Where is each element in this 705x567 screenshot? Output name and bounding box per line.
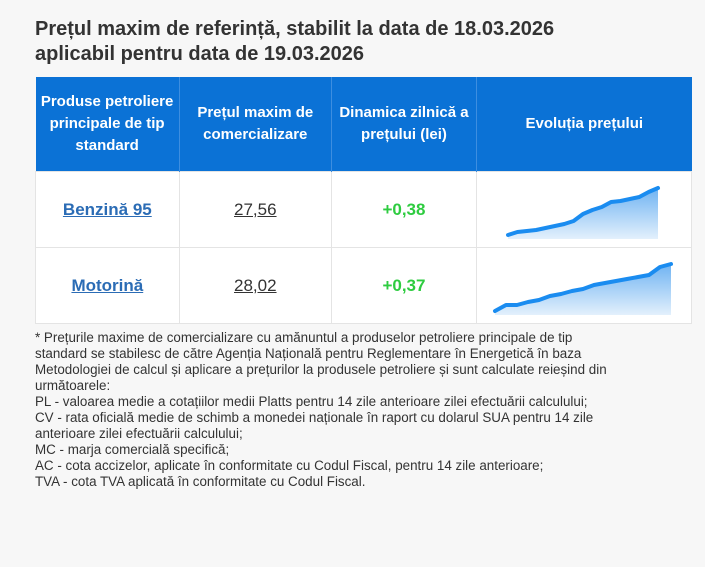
price: 27,56: [234, 199, 277, 219]
price-table: Produse petroliere principale de tip sta…: [35, 77, 692, 324]
footnote-line: * Prețurile maxime de comercializare cu …: [35, 330, 573, 345]
footnote-line: CV - rata oficială medie de schimb a mon…: [35, 410, 594, 425]
header-row: Produse petroliere principale de tip sta…: [35, 77, 692, 172]
footnote-line: Metodologiei de calcul și aplicare a pre…: [35, 362, 607, 377]
title-line: aplicabil pentru data de 19.03.2026: [35, 43, 365, 65]
change-cell: +0,38: [330, 171, 478, 248]
sparkline-line: [506, 185, 661, 237]
product-cell: Motorină: [35, 247, 180, 324]
product-link[interactable]: Motorină: [71, 275, 144, 295]
change: +0,38: [382, 199, 426, 219]
change-cell: +0,37: [330, 247, 478, 324]
change: +0,37: [382, 275, 426, 295]
title-line: Prețul maxim de referință, stabilit la d…: [35, 18, 555, 40]
sparkline: [493, 261, 674, 315]
sparkline-area: [508, 187, 659, 239]
product-link[interactable]: Benzină 95: [62, 199, 152, 219]
footnote-line: următoarele:: [35, 378, 111, 393]
footnote-line: TVA - cota TVA aplicată în conformitate …: [35, 474, 366, 489]
header-cell: Dinamica zilnică a prețului (lei): [331, 77, 478, 172]
price: 28,02: [234, 275, 277, 295]
trend-cell: [476, 171, 692, 248]
price-cell: 27,56: [178, 171, 332, 248]
price-cell: 28,02: [178, 247, 332, 324]
footnote-line: standard se stabilesc de către Agenția N…: [35, 346, 582, 361]
header-cell: Produse petroliere principale de tip sta…: [35, 77, 180, 172]
header-cell: Evoluția prețului: [476, 77, 692, 172]
footnote-line: PL - valoarea medie a cotațiilor medii P…: [35, 394, 588, 409]
trend-cell: [476, 247, 692, 324]
footnote-line: anterioare zilei efectuării calculului;: [35, 426, 243, 441]
table-row: Benzină 95 27,56 +0,38: [35, 171, 692, 248]
footnote: * Prețurile maxime de comercializare cu …: [35, 330, 695, 490]
sparkline: [506, 185, 661, 239]
header-cell: Prețul maxim de comercializare: [179, 77, 332, 172]
table-row: Motorină 28,02 +0,37: [35, 247, 692, 324]
product-cell: Benzină 95: [35, 171, 180, 248]
sparkline-line: [493, 261, 674, 313]
footnote-line: AC - cota accizelor, aplicate în conform…: [35, 458, 544, 473]
title: Prețul maxim de referință, stabilit la d…: [35, 17, 554, 67]
footnote-line: MC - marja comercială specifică;: [35, 442, 230, 457]
